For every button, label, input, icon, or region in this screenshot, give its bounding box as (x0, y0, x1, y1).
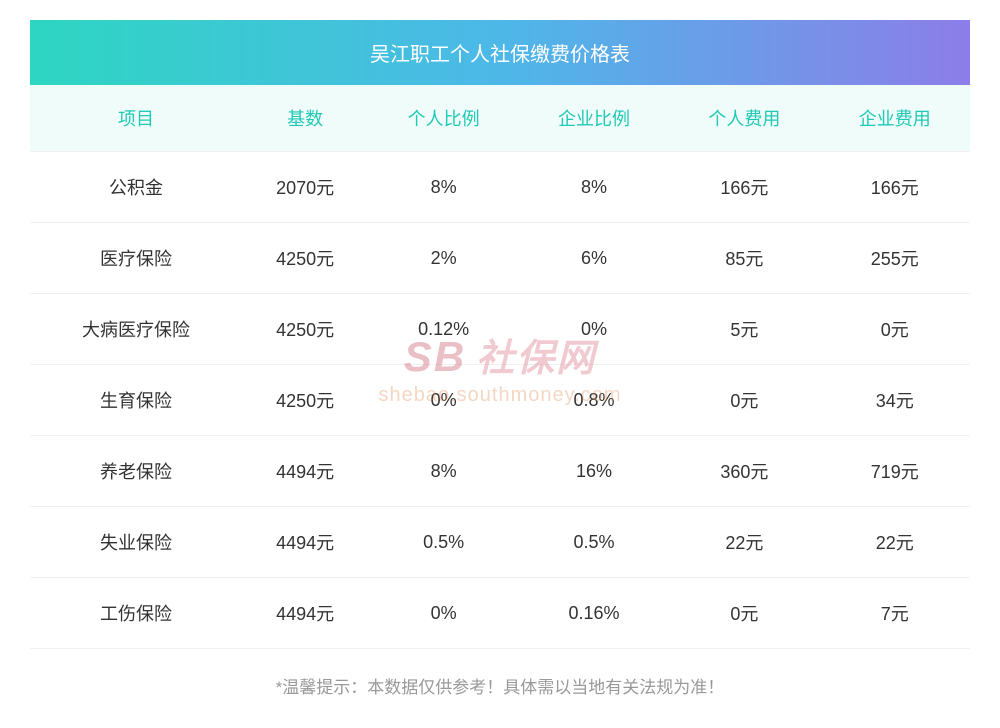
cell: 4494元 (242, 578, 369, 649)
footer-note: *温馨提示：本数据仅供参考！具体需以当地有关法规为准！ (30, 649, 970, 708)
cell: 0.5% (368, 507, 518, 578)
cell: 16% (519, 436, 669, 507)
table-title: 吴江职工个人社保缴费价格表 (30, 20, 970, 85)
cell: 0% (368, 578, 518, 649)
cell: 工伤保险 (30, 578, 242, 649)
cell: 85元 (669, 223, 819, 294)
cell: 4494元 (242, 436, 369, 507)
table-row: 养老保险 4494元 8% 16% 360元 719元 (30, 436, 970, 507)
col-header: 项目 (30, 85, 242, 152)
col-header: 个人比例 (368, 85, 518, 152)
cell: 医疗保险 (30, 223, 242, 294)
cell: 34元 (820, 365, 970, 436)
cell: 166元 (669, 152, 819, 223)
cell: 0% (519, 294, 669, 365)
cell: 8% (368, 152, 518, 223)
cell: 生育保险 (30, 365, 242, 436)
cell: 4250元 (242, 223, 369, 294)
table-row: 医疗保险 4250元 2% 6% 85元 255元 (30, 223, 970, 294)
price-table-container: 吴江职工个人社保缴费价格表 项目 基数 个人比例 企业比例 个人费用 企业费用 … (30, 20, 970, 708)
col-header: 企业费用 (820, 85, 970, 152)
cell: 2% (368, 223, 518, 294)
cell: 7元 (820, 578, 970, 649)
table-row: 失业保险 4494元 0.5% 0.5% 22元 22元 (30, 507, 970, 578)
table-body: 公积金 2070元 8% 8% 166元 166元 医疗保险 4250元 2% … (30, 152, 970, 649)
cell: 360元 (669, 436, 819, 507)
cell: 22元 (669, 507, 819, 578)
cell: 719元 (820, 436, 970, 507)
cell: 8% (519, 152, 669, 223)
cell: 0.16% (519, 578, 669, 649)
col-header: 个人费用 (669, 85, 819, 152)
social-insurance-table: 项目 基数 个人比例 企业比例 个人费用 企业费用 公积金 2070元 8% 8… (30, 85, 970, 649)
cell: 0元 (669, 578, 819, 649)
cell: 公积金 (30, 152, 242, 223)
table-row: 工伤保险 4494元 0% 0.16% 0元 7元 (30, 578, 970, 649)
cell: 6% (519, 223, 669, 294)
cell: 255元 (820, 223, 970, 294)
cell: 22元 (820, 507, 970, 578)
cell: 8% (368, 436, 518, 507)
cell: 0.12% (368, 294, 518, 365)
cell: 4250元 (242, 294, 369, 365)
cell: 失业保险 (30, 507, 242, 578)
table-row: 生育保险 4250元 0% 0.8% 0元 34元 (30, 365, 970, 436)
table-header-row: 项目 基数 个人比例 企业比例 个人费用 企业费用 (30, 85, 970, 152)
cell: 4494元 (242, 507, 369, 578)
cell: 4250元 (242, 365, 369, 436)
col-header: 基数 (242, 85, 369, 152)
table-row: 公积金 2070元 8% 8% 166元 166元 (30, 152, 970, 223)
cell: 0.8% (519, 365, 669, 436)
cell: 0.5% (519, 507, 669, 578)
cell: 0元 (669, 365, 819, 436)
cell: 5元 (669, 294, 819, 365)
table-row: 大病医疗保险 4250元 0.12% 0% 5元 0元 (30, 294, 970, 365)
cell: 2070元 (242, 152, 369, 223)
col-header: 企业比例 (519, 85, 669, 152)
cell: 166元 (820, 152, 970, 223)
cell: 大病医疗保险 (30, 294, 242, 365)
cell: 0元 (820, 294, 970, 365)
cell: 养老保险 (30, 436, 242, 507)
cell: 0% (368, 365, 518, 436)
